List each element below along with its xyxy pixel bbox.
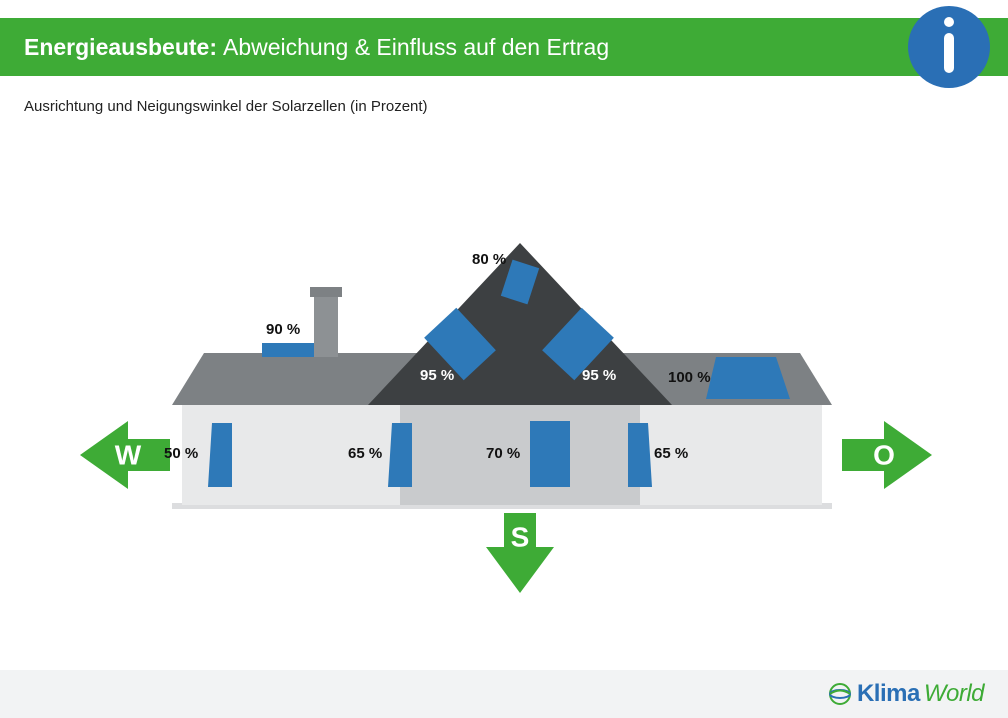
panel-roof-flat-right <box>706 357 790 399</box>
house-illustration: W O S <box>0 115 1008 625</box>
pct-wall-mid-left: 65 % <box>348 445 382 462</box>
arrow-south: S <box>486 513 554 593</box>
globe-icon <box>827 681 853 707</box>
header-title-bold: Energieausbeute: <box>24 34 217 61</box>
header-bar: Energieausbeute: Abweichung & Einfluss a… <box>0 18 1008 76</box>
pct-wall-far-left: 50 % <box>164 445 198 462</box>
svg-text:W: W <box>115 439 142 470</box>
subtitle: Ausrichtung und Neigungswinkel der Solar… <box>0 76 1008 115</box>
panel-wall-mid-right <box>628 423 652 487</box>
header-title-rest: Abweichung & Einfluss auf den Ertrag <box>223 34 609 61</box>
logo-text-world: World <box>924 680 984 708</box>
info-icon <box>908 6 990 88</box>
pct-gable-top: 80 % <box>472 251 506 268</box>
footer-bar: KlimaWorld <box>0 670 1008 718</box>
arrow-east: O <box>842 421 932 489</box>
pct-gable-right: 95 % <box>582 367 616 384</box>
svg-text:O: O <box>873 439 895 470</box>
logo-text-klima: Klima <box>857 680 920 708</box>
diagram-stage: W O S 90 % 80 % 95 % 95 % 100 % 50 % 65 … <box>0 115 1008 625</box>
pct-roof-flat-left: 90 % <box>266 321 300 338</box>
panel-roof-flat-left <box>262 343 314 357</box>
arrow-west: W <box>80 421 170 489</box>
panel-wall-mid-left <box>388 423 412 487</box>
svg-text:S: S <box>511 521 530 552</box>
pct-wall-center: 70 % <box>486 445 520 462</box>
brand-logo: KlimaWorld <box>827 680 984 708</box>
panel-wall-center <box>530 421 570 487</box>
pct-wall-mid-right: 65 % <box>654 445 688 462</box>
pct-gable-left: 95 % <box>420 367 454 384</box>
pct-roof-flat-right: 100 % <box>668 369 711 386</box>
panel-wall-far-left <box>208 423 232 487</box>
